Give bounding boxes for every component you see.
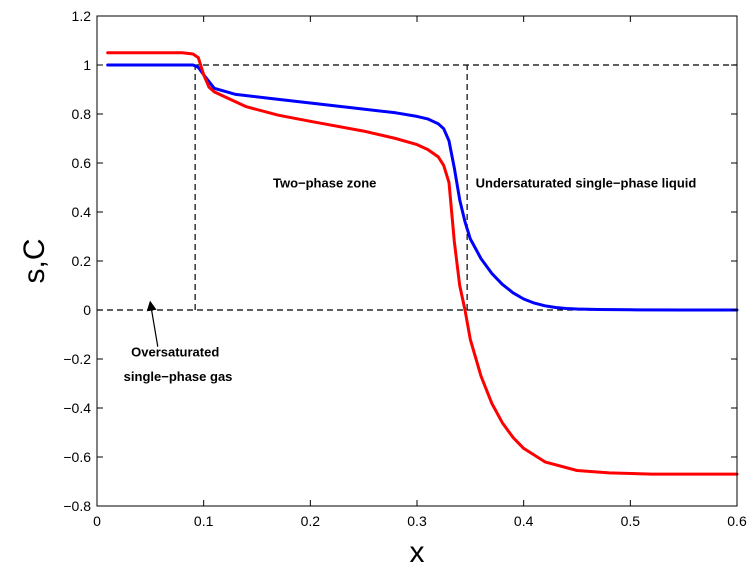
y-tick-label: 0.4 <box>72 204 92 220</box>
annotation-oversaturated: Oversaturated <box>131 345 219 360</box>
annotation-undersaturated-liquid: Undersaturated single−phase liquid <box>476 176 697 191</box>
x-tick-label: 0.1 <box>194 513 214 529</box>
y-tick-label: −0.2 <box>63 351 91 367</box>
x-tick-label: 0.2 <box>301 513 321 529</box>
axis-ticks <box>97 16 737 506</box>
x-tick-label: 0.5 <box>621 513 641 529</box>
y-tick-label: 1.2 <box>72 8 92 24</box>
y-tick-label: −0.8 <box>63 498 91 514</box>
annotation-single-phase-gas: single−phase gas <box>124 369 233 384</box>
x-tick-label: 0 <box>93 513 101 529</box>
series-line-2 <box>108 53 737 474</box>
annotations: Two−phase zone Undersaturated single−phas… <box>124 176 697 385</box>
x-tick-label: 0.3 <box>407 513 427 529</box>
y-tick-label: 1 <box>83 57 91 73</box>
annotation-arrow <box>150 303 157 347</box>
x-tick-label: 0.4 <box>514 513 534 529</box>
y-tick-label: 0.8 <box>72 106 92 122</box>
x-tick-label: 0.6 <box>727 513 747 529</box>
y-axis-label: s,C <box>18 239 51 284</box>
y-tick-label: 0.2 <box>72 253 92 269</box>
y-tick-label: 0.6 <box>72 155 92 171</box>
plot-frame <box>97 16 737 506</box>
y-tick-label: 0 <box>83 302 91 318</box>
plot-frame-border <box>97 16 737 506</box>
x-axis-label: x <box>410 536 425 565</box>
annotation-two-phase-zone: Two−phase zone <box>273 176 376 191</box>
y-tick-label: −0.4 <box>63 400 91 416</box>
data-series <box>108 53 737 474</box>
y-tick-label: −0.6 <box>63 449 91 465</box>
tick-labels: 0 0.1 0.2 0.3 0.4 0.5 0.6 −0.8 −0.6 −0.4 −0.2 0 0.2 0… <box>63 8 747 529</box>
